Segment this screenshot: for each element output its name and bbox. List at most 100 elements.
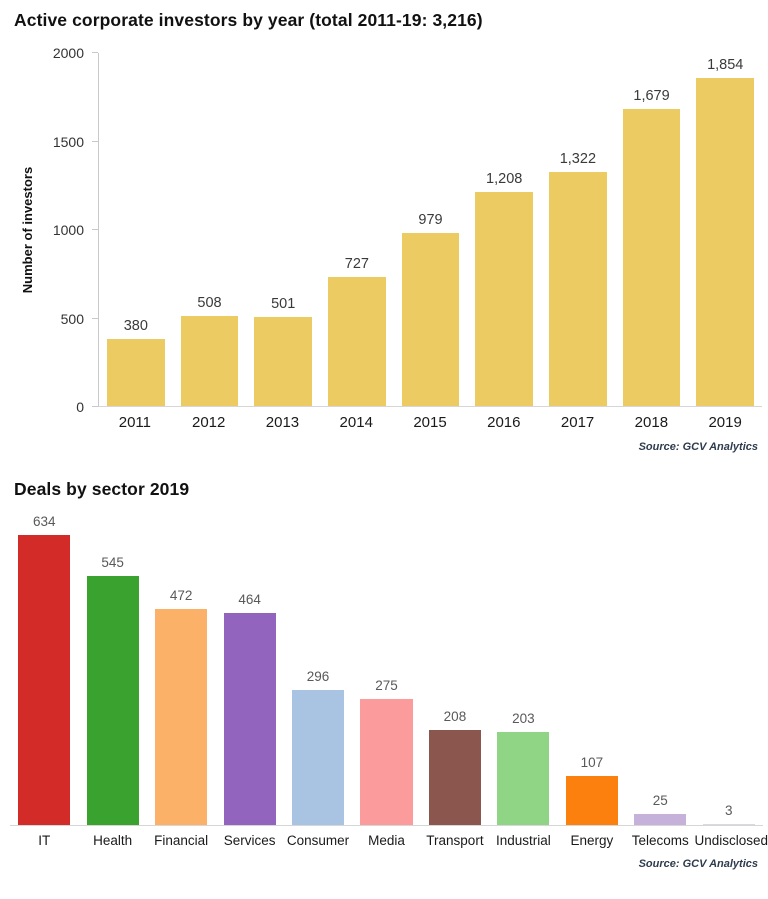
bar-group-2019: 1,854 <box>688 53 762 406</box>
y-tick-label: 500 <box>60 310 84 327</box>
plot-area: Number of investors 0 500 1000 1500 2000 380… <box>20 45 762 415</box>
x-axis-label: Industrial <box>496 833 551 848</box>
bar <box>702 823 755 825</box>
bar-group-2014: 727 <box>320 53 394 406</box>
bar <box>428 729 481 825</box>
y-tick-mark <box>92 406 98 407</box>
bar <box>696 77 754 406</box>
x-axis-label: 2011 <box>118 414 152 431</box>
x-axis-label: Energy <box>570 833 614 848</box>
bar-value-label: 203 <box>512 711 535 727</box>
bar-group-2016: 1,208 <box>467 53 541 406</box>
bar-group-industrial: 203 <box>489 536 557 825</box>
bar-group-telecoms: 25 <box>626 536 694 825</box>
bar-value-label: 208 <box>443 708 467 724</box>
x-axis-labels: IT Health Financial Services Consumer Media Tr… <box>10 826 768 848</box>
y-tick-label: 1000 <box>52 222 84 238</box>
bar-group-financial: 472 <box>147 536 215 825</box>
bar-value-label: 501 <box>271 296 296 313</box>
investors-by-year-chart: Active corporate investors by year (tota… <box>0 10 768 453</box>
y-tick-label: 2000 <box>52 45 84 61</box>
y-tick-mark <box>92 140 98 142</box>
x-axis-label: 2013 <box>265 414 300 431</box>
x-axis-label: 2015 <box>413 414 447 431</box>
bar-group-it: 634 <box>10 514 78 825</box>
bar-group-2012: 508 <box>173 53 247 406</box>
bar <box>565 776 618 825</box>
bar-group-energy: 107 <box>558 536 626 825</box>
bar-value-label: 727 <box>344 256 369 273</box>
bar <box>107 338 165 406</box>
y-tick-label: 1500 <box>52 133 84 150</box>
x-axis-label: Undisclosed <box>694 833 768 848</box>
x-axis-label: 2012 <box>191 414 226 431</box>
plot-bars: 380 508 501 727 979 1,208 1,322 1,679 1,854 <box>98 53 762 407</box>
bar <box>155 609 208 825</box>
y-tick-label: 0 <box>76 399 84 415</box>
y-tick-mark <box>92 52 98 53</box>
plot-bars: 634 545 472 464 296 275 208 203 107 25 3 <box>10 514 763 826</box>
bar-value-label: 1,854 <box>707 56 744 73</box>
x-axis-label: Media <box>368 833 405 848</box>
bar-value-label: 545 <box>101 554 124 570</box>
bar-value-label: 472 <box>169 588 193 604</box>
bar <box>223 612 276 825</box>
x-axis-label: 2017 <box>560 414 595 431</box>
source-credit: Source: GCV Analytics <box>638 441 758 453</box>
source-credit: Source: GCV Analytics <box>638 858 758 870</box>
y-tick-mark <box>92 229 98 230</box>
bar <box>634 813 687 825</box>
bar-value-label: 1,679 <box>633 87 670 104</box>
bar-group-2017: 1,322 <box>541 53 615 406</box>
bar <box>328 277 386 406</box>
x-axis-labels: 2011 2012 2013 2014 2015 2016 2017 2018 2019 <box>98 407 762 431</box>
bar <box>475 192 533 406</box>
bar-group-2018: 1,679 <box>615 53 689 406</box>
y-axis: 0 500 1000 1500 2000 <box>0 45 98 415</box>
bar-value-label: 508 <box>197 295 222 312</box>
bar-group-services: 464 <box>215 536 283 825</box>
bar-value-label: 25 <box>652 792 668 808</box>
bar-group-2015: 979 <box>394 53 468 406</box>
x-axis-label: Services <box>223 833 276 848</box>
plot-area: 634 545 472 464 296 275 208 203 107 25 3 <box>10 514 763 826</box>
bar <box>86 575 139 825</box>
bar-value-label: 3 <box>725 802 733 818</box>
bar <box>622 108 681 406</box>
bar-value-label: 107 <box>580 755 604 771</box>
x-axis-label: 2018 <box>634 414 669 431</box>
bar-value-label: 380 <box>123 317 148 334</box>
bar-group-undisclosed: 3 <box>695 536 763 825</box>
bar-group-2013: 501 <box>246 53 320 406</box>
x-axis-label: IT <box>38 833 51 848</box>
bar <box>18 535 71 825</box>
bar-group-health: 545 <box>78 536 146 825</box>
bar-value-label: 1,322 <box>559 151 597 167</box>
x-axis-label: Health <box>93 833 133 848</box>
bar-value-label: 1,208 <box>486 171 523 188</box>
bar-value-label: 296 <box>306 668 330 684</box>
bar-group-consumer: 296 <box>284 536 352 825</box>
bar <box>180 316 239 406</box>
bar-value-label: 979 <box>418 211 443 228</box>
bar-group-2011: 380 <box>99 53 173 406</box>
x-axis-label: 2014 <box>339 414 373 431</box>
bar <box>292 689 345 825</box>
y-tick-mark <box>92 317 98 319</box>
x-axis-label: 2019 <box>708 414 742 431</box>
x-axis-label: Telecoms <box>631 833 689 848</box>
x-axis-label: 2016 <box>487 414 521 431</box>
bar-value-label: 634 <box>32 514 56 529</box>
bar <box>360 699 413 825</box>
chart-title: Deals by sector 2019 <box>14 479 190 499</box>
bar-group-media: 275 <box>352 536 420 825</box>
x-axis-label: Financial <box>154 833 209 848</box>
bar-group-transport: 208 <box>421 536 489 825</box>
bar-value-label: 275 <box>375 678 398 694</box>
bar <box>254 317 312 406</box>
chart-title: Active corporate investors by year (tota… <box>14 10 483 30</box>
bar <box>401 232 460 406</box>
x-axis-label: Consumer <box>286 833 350 848</box>
bar <box>549 172 607 406</box>
